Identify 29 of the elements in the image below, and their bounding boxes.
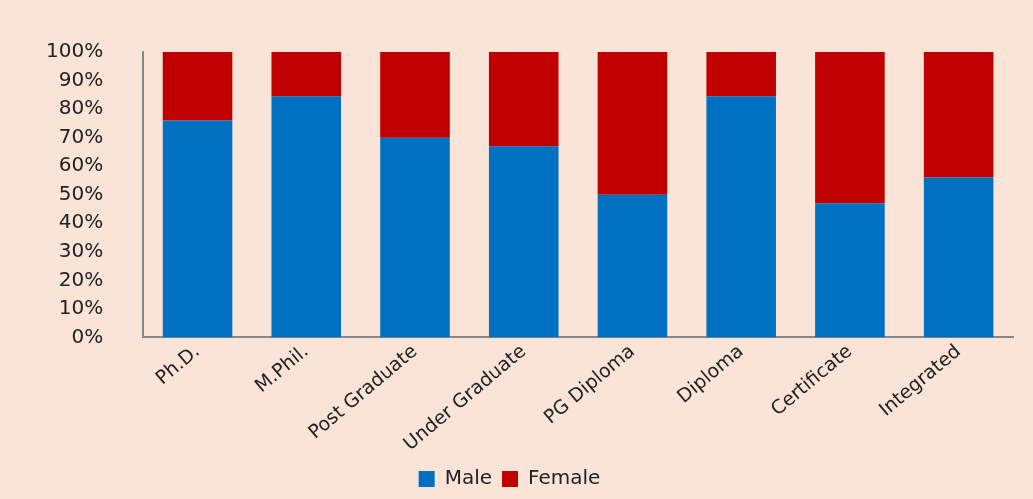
y-tick-label: 20%: [58, 266, 104, 291]
legend-label: Female: [528, 465, 601, 490]
bar: [271, 96, 342, 338]
bar: [162, 52, 233, 121]
bar: [706, 96, 776, 338]
bar: [488, 146, 559, 338]
bar: [271, 52, 342, 97]
bar: [923, 52, 994, 178]
bar: [815, 203, 885, 338]
y-tick-label: 100%: [45, 38, 104, 63]
y-tick-label: 60%: [58, 152, 104, 177]
bar: [706, 52, 776, 97]
bar: [162, 120, 233, 338]
legend-label: Male: [444, 465, 493, 490]
y-tick-label: 70%: [58, 123, 104, 148]
y-tick-label: 80%: [58, 95, 104, 120]
y-tick-label: 30%: [58, 238, 104, 263]
y-tick-label: 0%: [71, 323, 104, 348]
bar: [815, 52, 885, 204]
y-tick-label: 50%: [58, 180, 104, 205]
bar: [923, 177, 994, 338]
bar: [488, 52, 559, 147]
y-tick-label: 10%: [58, 295, 104, 320]
bar: [597, 52, 668, 195]
bar: [380, 52, 450, 138]
y-tick-label: 40%: [58, 209, 104, 234]
bar: [380, 137, 450, 338]
y-tick-label: 90%: [58, 66, 104, 91]
bar: [597, 194, 668, 338]
